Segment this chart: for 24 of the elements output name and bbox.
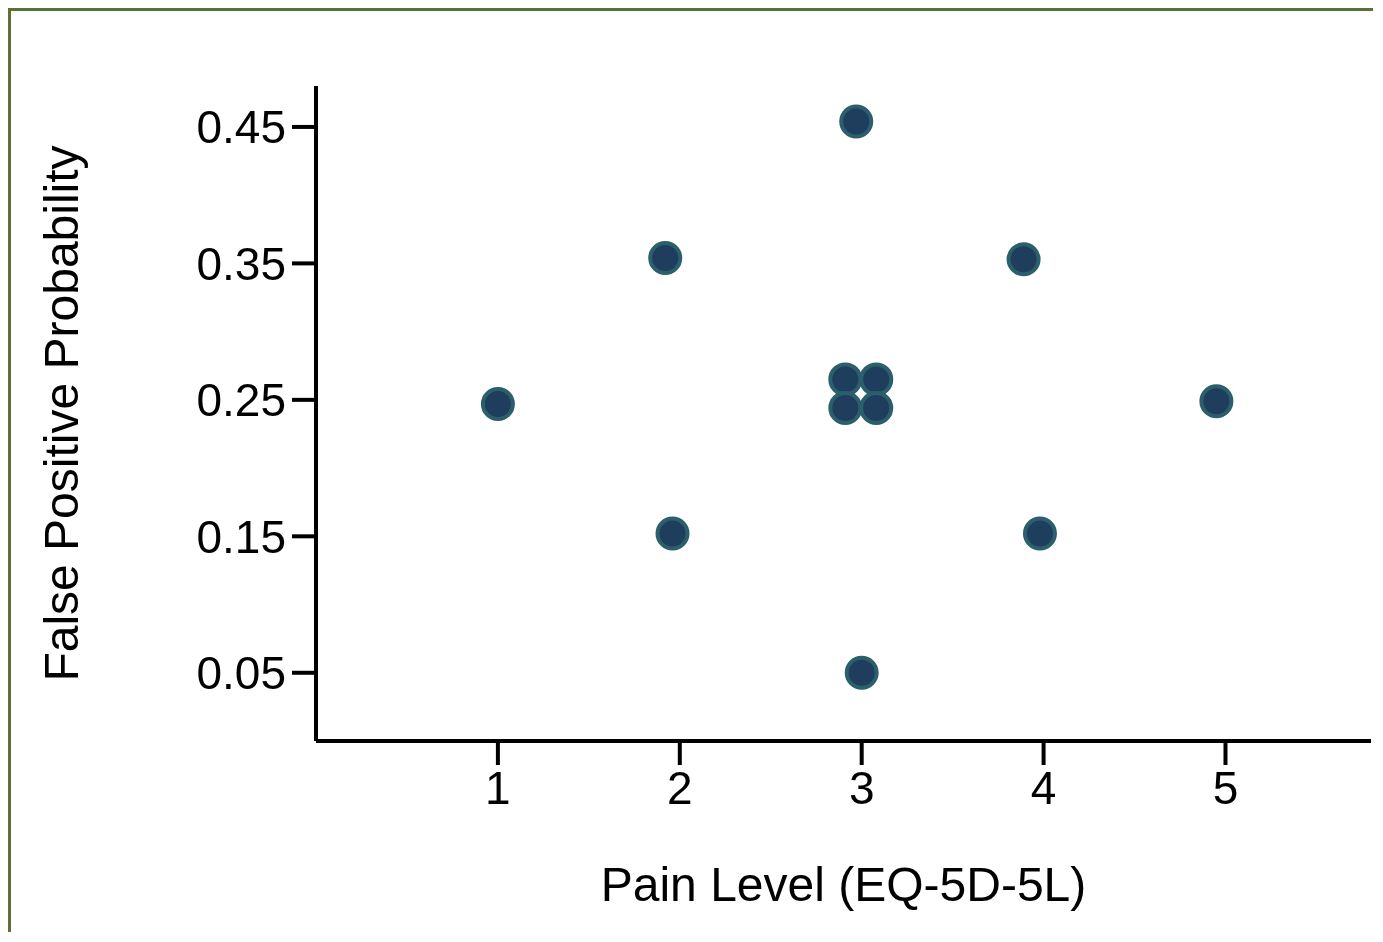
point xyxy=(828,391,863,426)
x-tick-label: 1 xyxy=(485,761,511,814)
y-tick-label: 0.05 xyxy=(196,647,286,700)
x-axis-title: Pain Level (EQ-5D-5L) xyxy=(600,858,1087,911)
y-tick-label: 0.45 xyxy=(196,101,286,154)
point xyxy=(655,516,690,551)
y-tick-label: 0.25 xyxy=(196,374,286,427)
point xyxy=(859,391,894,426)
point xyxy=(828,362,863,397)
point xyxy=(859,362,894,397)
point xyxy=(1022,516,1057,551)
x-tick-label: 3 xyxy=(848,761,875,814)
point xyxy=(844,655,879,690)
point xyxy=(1006,242,1041,277)
point xyxy=(480,386,515,421)
y-tick-label: 0.15 xyxy=(196,510,286,563)
x-tick-label: 5 xyxy=(1212,761,1239,814)
point xyxy=(1199,384,1234,419)
x-tick-label: 4 xyxy=(1030,761,1057,814)
y-tick-label: 0.35 xyxy=(196,237,286,290)
point xyxy=(648,240,683,275)
x-tick-label: 2 xyxy=(667,761,693,814)
y-axis-title: False Positive Probability xyxy=(35,145,89,682)
point xyxy=(839,104,874,139)
